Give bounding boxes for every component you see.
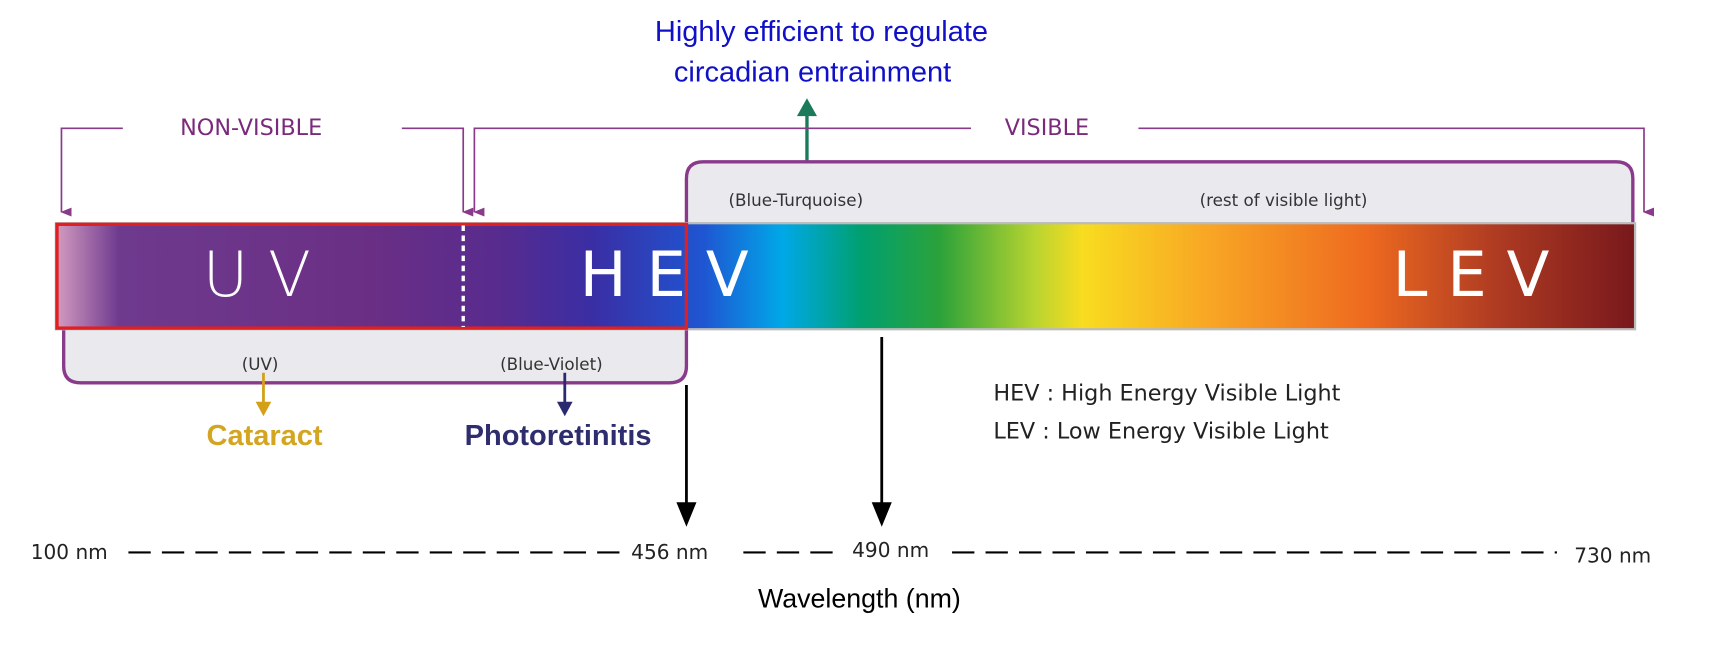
arrow-head bbox=[796, 98, 818, 117]
band-label: L E V bbox=[1393, 238, 1550, 311]
axis-label: Wavelength (nm) bbox=[758, 584, 961, 614]
lower-box bbox=[62, 327, 689, 385]
legend-entry: LEV : Low Energy Visible Light bbox=[993, 418, 1329, 444]
upper-box bbox=[684, 160, 1635, 226]
arrow-head bbox=[676, 502, 697, 527]
arrow-head bbox=[556, 401, 573, 417]
region-brackets bbox=[60, 127, 1655, 217]
band-label: H E V bbox=[580, 238, 749, 311]
arrow-head bbox=[871, 502, 892, 527]
annotation-line: circadian entrainment bbox=[674, 56, 951, 88]
tick-label: 730 nm bbox=[1574, 543, 1651, 567]
tick-label: 490 nm bbox=[852, 538, 929, 562]
region-label: NON-VISIBLE bbox=[180, 115, 322, 141]
tick-label: 100 nm bbox=[31, 540, 108, 564]
arrow-head bbox=[255, 401, 272, 417]
tick-label: 456 nm bbox=[631, 540, 708, 564]
uv-hev-frame bbox=[55, 222, 689, 330]
sublabel: (Blue-Violet) bbox=[500, 354, 603, 374]
legend-entry: HEV : High Energy Visible Light bbox=[993, 380, 1340, 406]
band-label: U V bbox=[203, 238, 311, 311]
effect-label: Cataract bbox=[207, 420, 323, 452]
annotation-line: Highly efficient to regulate bbox=[655, 16, 988, 48]
region-label: VISIBLE bbox=[1005, 115, 1089, 141]
sublabel: (rest of visible light) bbox=[1200, 190, 1368, 210]
sublabel: (Blue-Turquoise) bbox=[729, 190, 864, 210]
sublabel: (UV) bbox=[242, 354, 279, 374]
effect-label: Photoretinitis bbox=[465, 420, 652, 452]
